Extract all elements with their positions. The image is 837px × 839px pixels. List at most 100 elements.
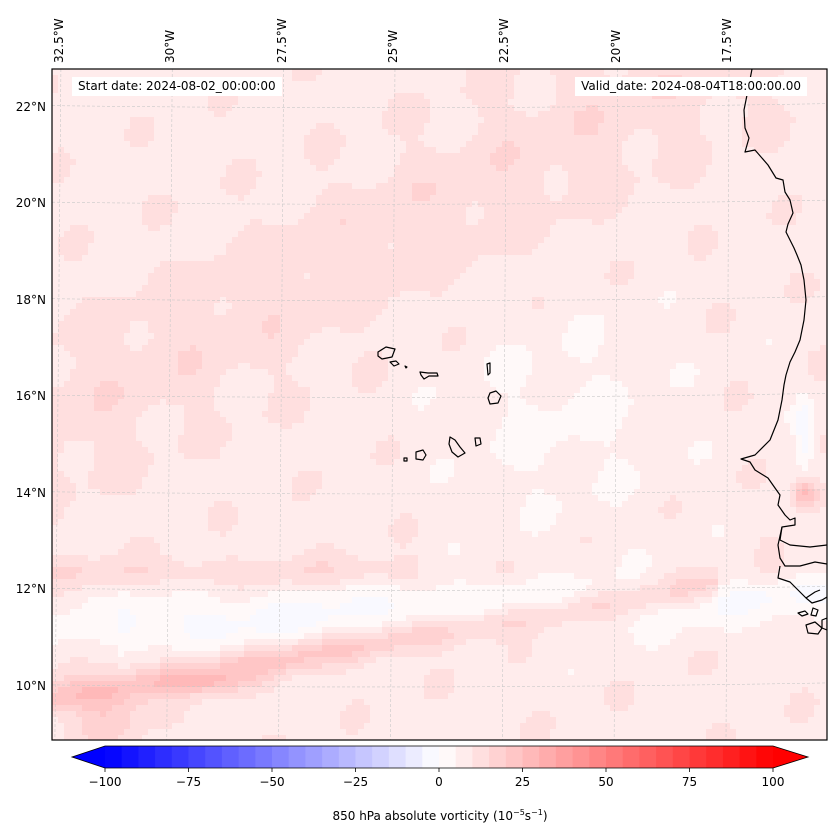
field-cell [334, 183, 341, 190]
field-cell [220, 237, 227, 244]
field-cell [664, 237, 671, 244]
field-cell [700, 213, 707, 220]
field-cell [580, 135, 587, 142]
field-cell [730, 135, 737, 142]
field-cell [454, 153, 461, 160]
field-cell [280, 177, 287, 184]
field-cell [490, 135, 497, 142]
field-cell [772, 291, 779, 298]
field-cell [466, 189, 473, 196]
field-cell [604, 153, 611, 160]
field-cell [586, 99, 593, 106]
field-cell [586, 111, 593, 118]
field-cell [700, 279, 707, 286]
field-cell [718, 291, 725, 298]
field-cell [64, 123, 71, 130]
field-cell [508, 69, 515, 76]
field-cell [460, 69, 467, 76]
field-cell [124, 141, 131, 148]
field-cell [340, 297, 347, 304]
field-cell [502, 189, 509, 196]
field-cell [808, 237, 815, 244]
field-cell [562, 75, 569, 82]
field-cell [700, 177, 707, 184]
field-cell [754, 267, 761, 274]
field-cell [736, 213, 743, 220]
field-cell [526, 141, 533, 148]
field-cell [496, 165, 503, 172]
field-cell [244, 213, 251, 220]
field-cell [196, 69, 203, 76]
field-cell [820, 165, 827, 172]
field-cell [214, 255, 221, 262]
field-cell [82, 273, 89, 280]
field-cell [70, 69, 77, 76]
field-cell [508, 117, 515, 124]
field-cell [184, 273, 191, 280]
field-cell [250, 123, 257, 130]
field-cell [646, 93, 653, 100]
field-cell [700, 141, 707, 148]
field-cell [544, 141, 551, 148]
field-cell [58, 255, 65, 262]
field-cell [58, 213, 65, 220]
field-cell [694, 141, 701, 148]
field-cell [754, 249, 761, 256]
field-cell [148, 69, 155, 76]
field-cell [394, 273, 401, 280]
field-cell [508, 93, 515, 100]
field-cell [592, 117, 599, 124]
field-cell [784, 183, 791, 190]
field-cell [238, 279, 245, 286]
field-cell [454, 183, 461, 190]
field-cell [766, 231, 773, 238]
field-cell [682, 255, 689, 262]
field-cell [640, 135, 647, 142]
field-cell [316, 123, 323, 130]
field-cell [394, 117, 401, 124]
field-cell [448, 273, 455, 280]
field-cell [328, 117, 335, 124]
field-cell [466, 267, 473, 274]
field-cell [520, 153, 527, 160]
field-cell [274, 237, 281, 244]
field-cell [532, 237, 539, 244]
field-cell [772, 153, 779, 160]
field-cell [688, 123, 695, 130]
field-cell [88, 117, 95, 124]
field-cell [592, 231, 599, 238]
field-cell [652, 189, 659, 196]
field-cell [370, 153, 377, 160]
field-cell [460, 129, 467, 136]
field-cell [442, 189, 449, 196]
field-cell [376, 297, 383, 304]
field-cell [238, 171, 245, 178]
field-cell [118, 213, 125, 220]
field-cell [358, 225, 365, 232]
field-cell [238, 243, 245, 250]
field-cell [466, 279, 473, 286]
field-cell [472, 105, 479, 112]
field-cell [802, 219, 809, 226]
field-cell [766, 129, 773, 136]
field-cell [124, 261, 131, 268]
field-cell [748, 237, 755, 244]
field-cell [526, 93, 533, 100]
field-cell [724, 147, 731, 154]
field-cell [592, 171, 599, 178]
field-cell [316, 141, 323, 148]
field-cell [118, 105, 125, 112]
field-cell [184, 291, 191, 298]
field-cell [502, 87, 509, 94]
field-cell [400, 261, 407, 268]
field-cell [484, 123, 491, 130]
field-cell [586, 225, 593, 232]
field-cell [796, 249, 803, 256]
field-cell [454, 87, 461, 94]
field-cell [160, 117, 167, 124]
field-cell [802, 255, 809, 262]
field-cell [370, 105, 377, 112]
field-cell [340, 171, 347, 178]
field-cell [574, 177, 581, 184]
field-cell [664, 291, 671, 298]
